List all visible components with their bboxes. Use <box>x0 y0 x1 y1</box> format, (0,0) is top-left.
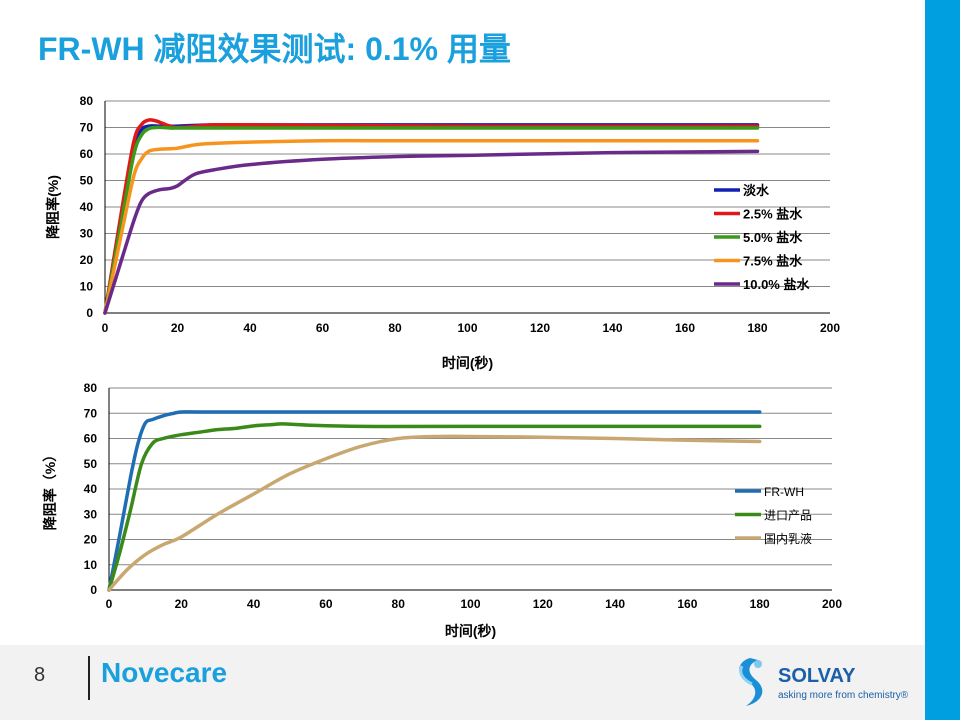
y-tick-label: 40 <box>84 482 98 496</box>
logo-name: SOLVAY <box>778 665 856 687</box>
brand-name: Novecare <box>101 657 228 688</box>
y-tick-label: 30 <box>80 227 94 241</box>
x-tick-label: 120 <box>530 321 550 335</box>
x-tick-label: 60 <box>316 321 330 335</box>
x-tick-label: 20 <box>171 321 185 335</box>
x-tick-label: 200 <box>822 597 842 611</box>
legend-label: 10.0% 盐水 <box>743 277 810 292</box>
x-tick-label: 140 <box>605 597 625 611</box>
x-tick-label: 180 <box>750 597 770 611</box>
x-tick-label: 80 <box>392 597 406 611</box>
series-line-2 <box>107 434 762 592</box>
x-tick-label: 100 <box>460 597 480 611</box>
legend-label: 5.0% 盐水 <box>743 230 803 245</box>
y-tick-label: 70 <box>80 121 94 135</box>
x-tick-label: 0 <box>102 321 109 335</box>
footer-divider <box>88 656 90 700</box>
y-tick-label: 60 <box>80 147 94 161</box>
x-tick-label: 200 <box>820 321 840 335</box>
x-axis-label: 时间(秒) <box>445 623 496 639</box>
logo-tagline: asking more from chemistry® <box>778 690 908 701</box>
x-tick-label: 100 <box>457 321 477 335</box>
x-axis-label: 时间(秒) <box>442 355 493 371</box>
x-tick-label: 180 <box>747 321 767 335</box>
y-tick-label: 0 <box>86 306 93 320</box>
legend-label: 7.5% 盐水 <box>743 254 803 269</box>
side-accent-bar <box>925 0 960 720</box>
y-tick-label: 10 <box>84 558 98 572</box>
legend-label: 淡水 <box>743 183 770 198</box>
y-tick-label: 30 <box>84 507 98 521</box>
legend-label: 国内乳液 <box>764 531 812 546</box>
x-tick-label: 140 <box>602 321 622 335</box>
y-tick-label: 0 <box>90 583 97 597</box>
legend-label: FR-WH <box>764 485 804 499</box>
x-tick-label: 160 <box>677 597 697 611</box>
y-tick-label: 40 <box>80 200 94 214</box>
y-axis-label: 降阻率(%) <box>45 175 61 239</box>
y-tick-label: 70 <box>84 406 98 420</box>
y-tick-label: 50 <box>84 457 98 471</box>
y-tick-label: 20 <box>84 533 98 547</box>
legend-label: 2.5% 盐水 <box>743 207 803 222</box>
series-line-3 <box>103 138 760 315</box>
x-tick-label: 40 <box>247 597 261 611</box>
y-axis-label: 降阻率（%） <box>42 448 58 530</box>
series-line-1 <box>107 422 762 592</box>
y-tick-label: 60 <box>84 432 98 446</box>
y-tick-label: 10 <box>80 280 94 294</box>
x-tick-label: 0 <box>106 597 113 611</box>
series-line-2 <box>103 125 760 315</box>
y-tick-label: 20 <box>80 253 94 267</box>
x-tick-label: 80 <box>388 321 402 335</box>
page-number: 8 <box>34 664 46 686</box>
solvay-swirl-icon <box>739 658 763 706</box>
y-tick-label: 50 <box>80 174 94 188</box>
slide-title: FR-WH 减阻效果测试: 0.1% 用量 <box>38 31 511 67</box>
series-line-0 <box>107 410 762 592</box>
legend-label: 进口产品 <box>764 509 812 523</box>
x-tick-label: 60 <box>319 597 333 611</box>
y-tick-label: 80 <box>84 381 98 395</box>
x-tick-label: 20 <box>175 597 189 611</box>
footer-bar <box>0 645 925 720</box>
x-tick-label: 40 <box>243 321 257 335</box>
series-line-4 <box>103 149 760 315</box>
y-tick-label: 80 <box>80 94 94 108</box>
x-tick-label: 160 <box>675 321 695 335</box>
x-tick-label: 120 <box>533 597 553 611</box>
solvay-logo: SOLVAY asking more from chemistry® <box>739 658 908 706</box>
